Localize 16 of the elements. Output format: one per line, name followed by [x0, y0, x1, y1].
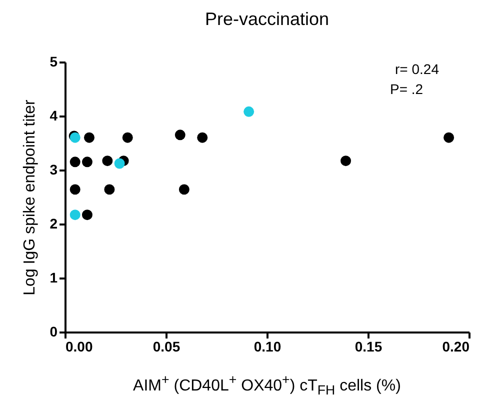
text: AIM$^{+}$ (CD40L$^{+}$ OX40$^{+}$) cT$_{FH}$ cells (%) — [133, 372, 401, 398]
y-tick-label: 5 — [50, 54, 58, 70]
x-tick-label: 0.20 — [442, 338, 470, 354]
annotation: r= 0.24 — [395, 61, 440, 77]
x-tick-label: 0.00 — [66, 338, 93, 354]
annotation: P= .2 — [390, 81, 424, 97]
chart-title: Pre-vaccination — [204, 9, 330, 29]
y-tick-label: 2 — [50, 216, 58, 232]
x-tick-label: 0.10 — [254, 338, 282, 354]
x-tick-label: 0.15 — [354, 338, 382, 354]
x-tick-label: 0.05 — [152, 338, 180, 354]
y-tick-label: 4 — [50, 108, 58, 124]
y-tick-label: 0 — [50, 324, 58, 340]
y-tick-label: 3 — [50, 162, 58, 178]
y-axis-title: Log IgG spike endpoint titer — [22, 98, 39, 296]
y-tick-label: 1 — [50, 270, 58, 286]
